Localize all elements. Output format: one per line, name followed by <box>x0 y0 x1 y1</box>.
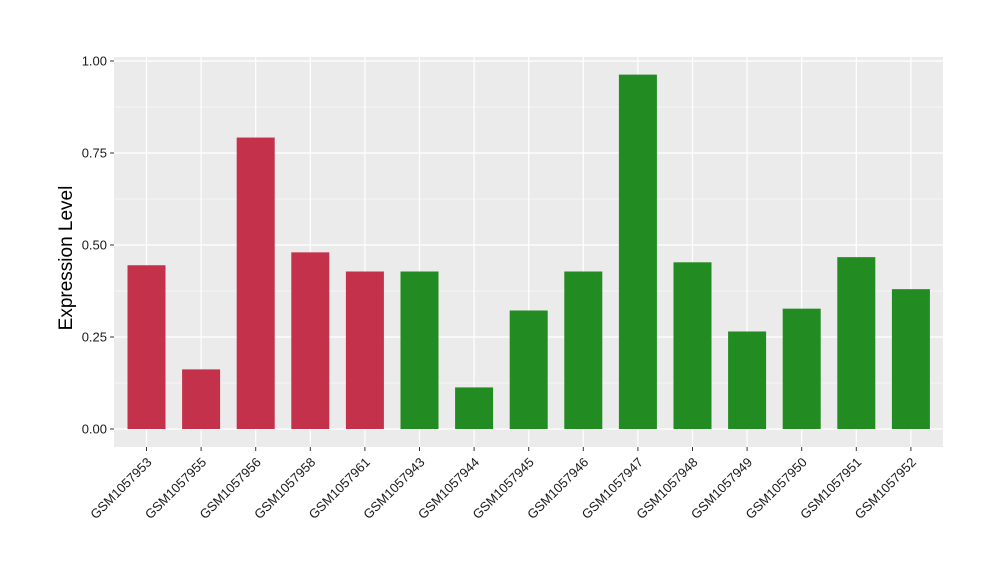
bar-GSM1057952 <box>891 289 930 429</box>
bar-GSM1057950 <box>782 308 821 429</box>
bar-GSM1057956 <box>236 137 275 429</box>
x-axis: GSM1057953GSM1057955GSM1057956GSM1057958… <box>87 447 919 522</box>
bar-GSM1057947 <box>618 74 657 429</box>
bar-GSM1057961 <box>345 271 384 429</box>
bars <box>127 74 930 429</box>
y-tick-label: 0.75 <box>82 146 107 161</box>
bar-GSM1057945 <box>509 310 548 429</box>
y-axis-title: Expression Level <box>56 186 77 331</box>
bar-GSM1057951 <box>837 257 876 429</box>
bar-GSM1057949 <box>728 331 767 429</box>
bar-GSM1057944 <box>455 387 494 429</box>
bar-GSM1057943 <box>400 271 439 429</box>
bar-GSM1057955 <box>182 369 221 429</box>
y-tick-label: 0.00 <box>82 422 107 437</box>
bar-GSM1057946 <box>564 271 603 429</box>
y-tick-label: 1.00 <box>82 54 107 69</box>
y-tick-label: 0.25 <box>82 330 107 345</box>
bar-GSM1057958 <box>291 252 330 429</box>
y-axis: 0.00 0.25 0.50 0.75 1.00 <box>82 54 114 437</box>
bar-GSM1057953 <box>127 265 166 429</box>
bar-GSM1057948 <box>673 262 712 429</box>
y-tick-label: 0.50 <box>82 238 107 253</box>
